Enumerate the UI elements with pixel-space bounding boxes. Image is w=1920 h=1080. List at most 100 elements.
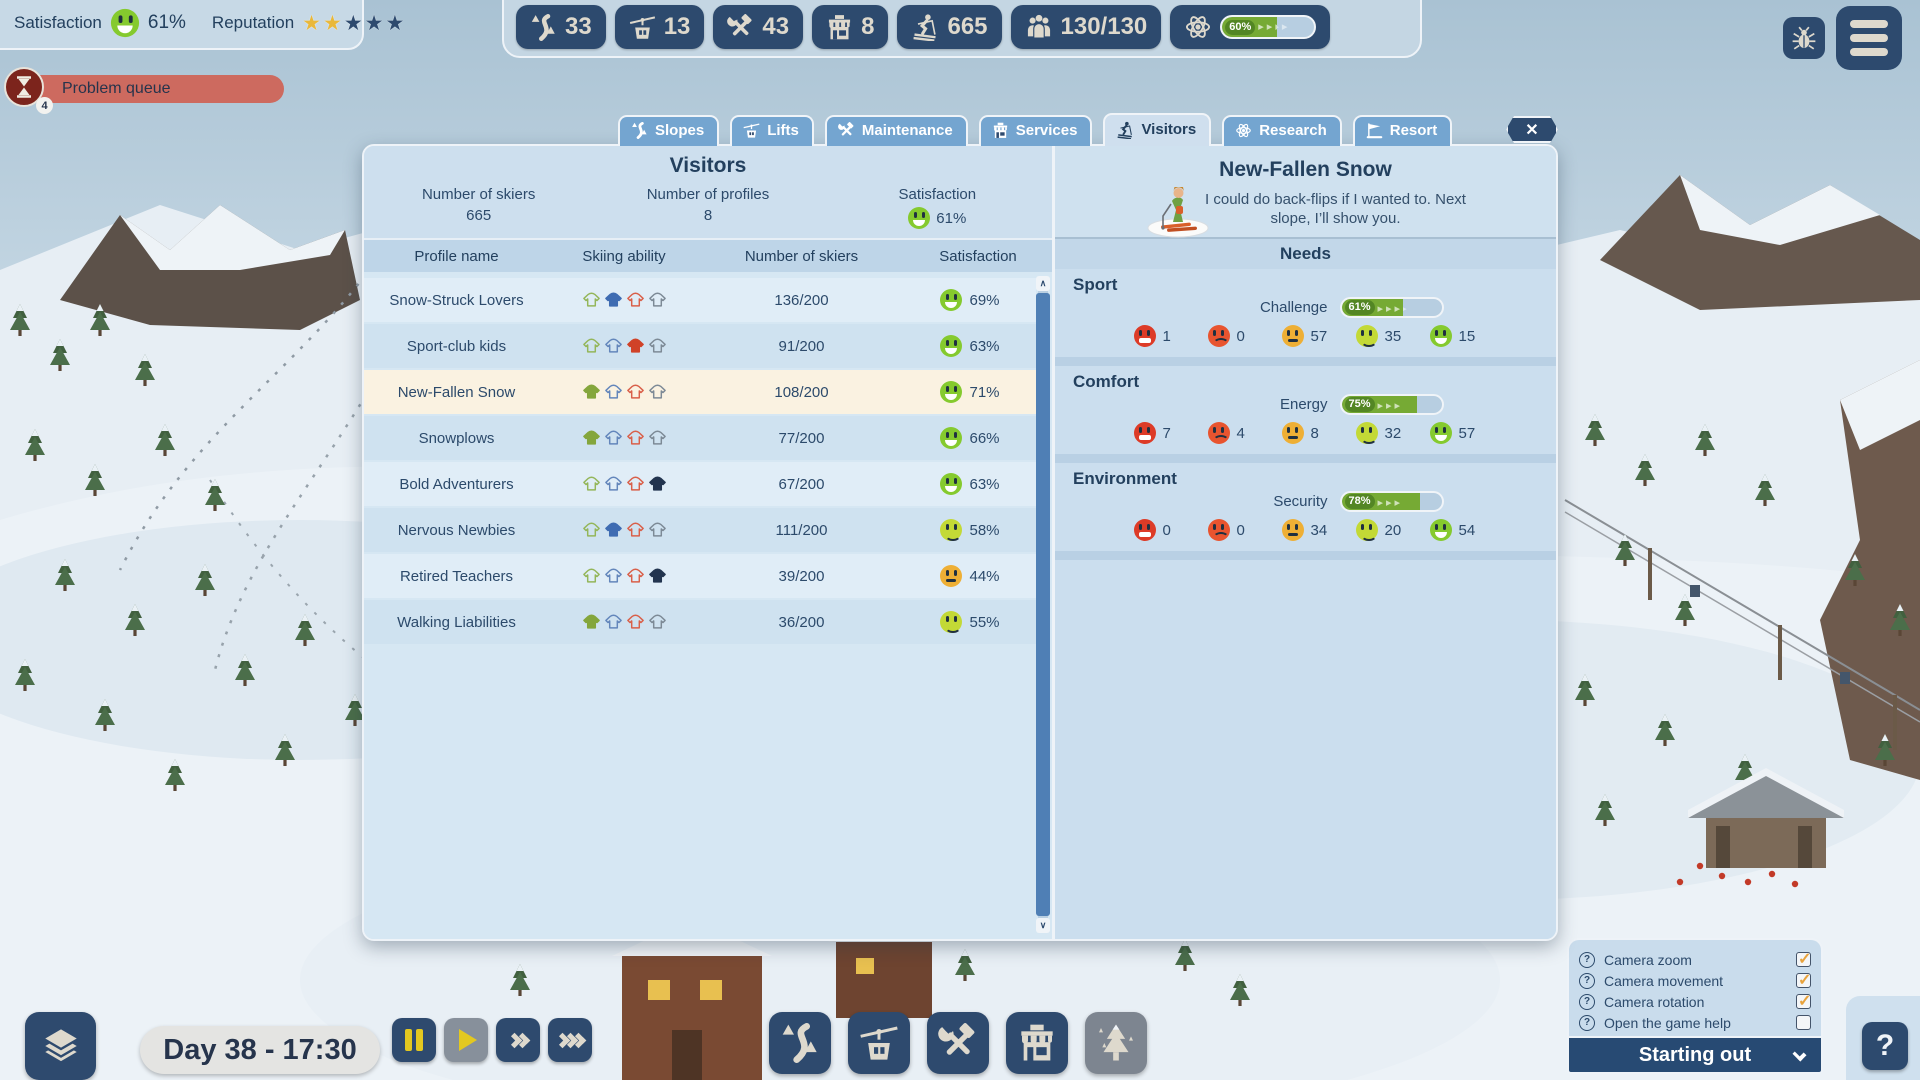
build-slopes-button[interactable] bbox=[769, 1012, 831, 1074]
map-layers-button[interactable] bbox=[25, 1012, 96, 1080]
help-button[interactable]: ? bbox=[1862, 1022, 1908, 1070]
mood-face-icon bbox=[940, 381, 963, 403]
ability-advanced-icon bbox=[626, 292, 644, 307]
table-row[interactable]: Sport-club kids 91/200 63% bbox=[364, 324, 1036, 368]
table-row[interactable]: Nervous Newbies 111/200 58% bbox=[364, 508, 1036, 552]
guests-count: 130/130 bbox=[1060, 13, 1148, 40]
table-row[interactable]: Walking Liabilities 36/200 55% bbox=[364, 600, 1036, 644]
section-divider bbox=[1055, 454, 1556, 463]
table-scrollbar[interactable]: ∧ ∨ bbox=[1036, 276, 1050, 933]
ability-beginner-icon bbox=[582, 522, 600, 537]
skier-count: 108/200 bbox=[774, 383, 829, 401]
angry-face-icon bbox=[1133, 519, 1156, 541]
satisfaction-face-icon bbox=[908, 207, 931, 229]
ability-intermediate-icon bbox=[604, 568, 622, 583]
mood-face-icon bbox=[940, 289, 963, 311]
tab-services[interactable]: Services bbox=[978, 115, 1093, 146]
visitors-icon bbox=[1116, 121, 1134, 139]
tab-lifts[interactable]: Lifts bbox=[730, 115, 814, 146]
scroll-down-button[interactable]: ∨ bbox=[1036, 918, 1050, 933]
stat-satisfaction: Satisfaction 61% bbox=[823, 186, 1052, 229]
table-row[interactable]: Snowplows 77/200 66% bbox=[364, 416, 1036, 460]
main-menu-button[interactable] bbox=[1836, 6, 1902, 70]
tab-visitors[interactable]: Visitors bbox=[1103, 113, 1212, 146]
checkbox[interactable] bbox=[1796, 949, 1811, 969]
ability-expert-icon bbox=[648, 338, 666, 353]
tab-maintenance[interactable]: Maintenance bbox=[824, 115, 968, 146]
play-button[interactable] bbox=[444, 1018, 488, 1062]
ability-advanced-icon bbox=[626, 384, 644, 399]
close-icon: ✕ bbox=[1525, 121, 1539, 139]
col-number-of-skiers: Number of skiers bbox=[744, 247, 859, 265]
scroll-up-button[interactable]: ∧ bbox=[1036, 276, 1050, 291]
sad-face-icon bbox=[1207, 422, 1230, 444]
tab-resort[interactable]: Resort bbox=[1352, 115, 1453, 146]
star-icon: ★ bbox=[322, 11, 343, 35]
play-icon bbox=[459, 1029, 477, 1051]
satisfaction-label: Satisfaction bbox=[14, 13, 102, 32]
pause-button[interactable] bbox=[392, 1018, 436, 1062]
tutorial-stage-dropdown[interactable]: Starting out bbox=[1567, 1036, 1823, 1074]
hourglass-icon[interactable] bbox=[4, 67, 44, 107]
resource-research[interactable]: 60% bbox=[1170, 5, 1331, 49]
table-row[interactable]: Snow-Struck Lovers 136/200 69% bbox=[364, 278, 1036, 322]
close-window-button[interactable]: ✕ bbox=[1506, 116, 1558, 143]
lifts-icon bbox=[743, 122, 760, 139]
angry-face-icon bbox=[1133, 325, 1156, 347]
guests-icon bbox=[1025, 13, 1053, 41]
build-services-button[interactable] bbox=[1006, 1012, 1068, 1074]
resource-maintenance[interactable]: 43 bbox=[713, 5, 804, 49]
tutorial-item[interactable]: ? Camera rotation bbox=[1579, 991, 1811, 1012]
tutorial-item[interactable]: ? Open the game help bbox=[1579, 1012, 1811, 1033]
bug-report-button[interactable] bbox=[1783, 17, 1825, 59]
satisfaction-face-icon bbox=[110, 8, 139, 38]
resource-guests[interactable]: 130/130 bbox=[1010, 5, 1162, 49]
neutral-face-icon bbox=[1281, 422, 1304, 444]
mood-face-icon bbox=[940, 611, 963, 633]
table-header: Profile name Skiing ability Number of sk… bbox=[364, 238, 1052, 272]
lifts-icon bbox=[629, 14, 656, 41]
security-progress-bar: 78% bbox=[1339, 491, 1444, 512]
fastest-forward-button[interactable] bbox=[548, 1018, 592, 1062]
resort-icon bbox=[1366, 122, 1383, 139]
build-maintenance-button[interactable] bbox=[927, 1012, 989, 1074]
fast-forward-button[interactable] bbox=[496, 1018, 540, 1062]
table-row[interactable]: Retired Teachers 39/200 44% bbox=[364, 554, 1036, 598]
build-toolbar bbox=[769, 1012, 1147, 1074]
tutorial-item[interactable]: ? Camera zoom bbox=[1579, 949, 1811, 970]
scrollbar-thumb[interactable] bbox=[1036, 293, 1050, 916]
research-icon bbox=[1235, 122, 1252, 139]
row-satisfaction: 63% bbox=[904, 473, 1036, 495]
ability-expert-icon bbox=[648, 292, 666, 307]
build-lifts-button[interactable] bbox=[848, 1012, 910, 1074]
resource-services[interactable]: 8 bbox=[812, 5, 889, 49]
build-decorations-button[interactable] bbox=[1085, 1012, 1147, 1074]
services-count: 8 bbox=[861, 13, 875, 40]
table-row[interactable]: Bold Adventurers 67/200 63% bbox=[364, 462, 1036, 506]
problem-queue-pill[interactable]: Problem queue bbox=[34, 75, 284, 103]
profile-name: Snowplows bbox=[418, 429, 495, 447]
resort-status-panel: Satisfaction 61% Reputation ★ ★ ★ ★ ★ bbox=[0, 0, 404, 50]
mood-face-icon bbox=[940, 565, 963, 587]
resource-skiers[interactable]: 665 bbox=[897, 5, 1002, 49]
mood-face-icon bbox=[940, 519, 963, 541]
ability-beginner-icon bbox=[582, 384, 600, 399]
mood-counts: 7 4 8 32 57 bbox=[1073, 422, 1538, 444]
resource-slopes[interactable]: 33 bbox=[516, 5, 606, 49]
bug-icon bbox=[1791, 25, 1817, 51]
checkbox[interactable] bbox=[1796, 991, 1811, 1011]
table-row[interactable]: New-Fallen Snow 108/200 71% bbox=[364, 370, 1036, 414]
needs-section-title: Needs bbox=[1055, 239, 1556, 269]
ability-intermediate-icon bbox=[604, 292, 622, 307]
resource-lifts[interactable]: 13 bbox=[614, 5, 705, 49]
ability-beginner-icon bbox=[582, 614, 600, 629]
tutorial-item[interactable]: ? Camera movement bbox=[1579, 970, 1811, 991]
star-icon: ★ bbox=[385, 11, 406, 35]
skiing-ability-icons bbox=[549, 337, 699, 355]
checkbox[interactable] bbox=[1796, 970, 1811, 990]
ability-beginner-icon bbox=[582, 338, 600, 353]
checkbox[interactable] bbox=[1796, 1015, 1811, 1030]
window-tabs: Slopes Lifts Maintenance Services Visito… bbox=[618, 113, 1453, 146]
tab-research[interactable]: Research bbox=[1222, 115, 1342, 146]
tab-slopes[interactable]: Slopes bbox=[618, 115, 720, 146]
